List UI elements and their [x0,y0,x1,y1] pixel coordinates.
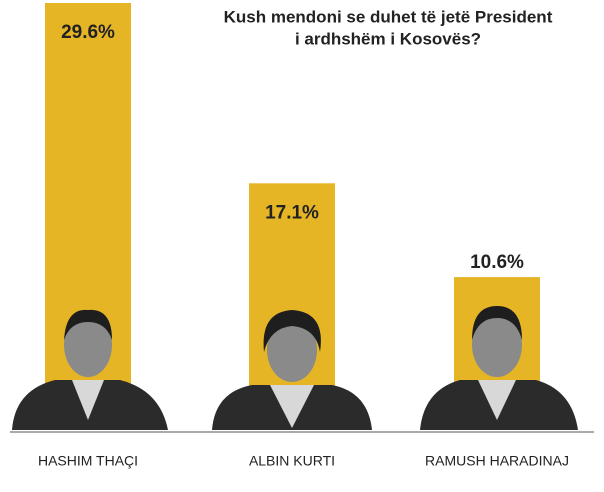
value-label: 10.6% [470,252,524,273]
chart-title: i ardhshëm i Kosovës? [295,29,481,48]
value-label: 17.1% [265,202,319,223]
portrait [212,310,372,430]
chart-title: Kush mendoni se duhet të jetë President [224,7,553,26]
category-label: HASHIM THAÇI [38,453,138,469]
portrait [12,309,168,430]
portrait [420,306,578,430]
value-label: 29.6% [61,22,115,43]
category-label: RAMUSH HARADINAJ [425,453,569,469]
category-label: ALBIN KURTI [249,453,335,469]
bars [45,3,540,430]
